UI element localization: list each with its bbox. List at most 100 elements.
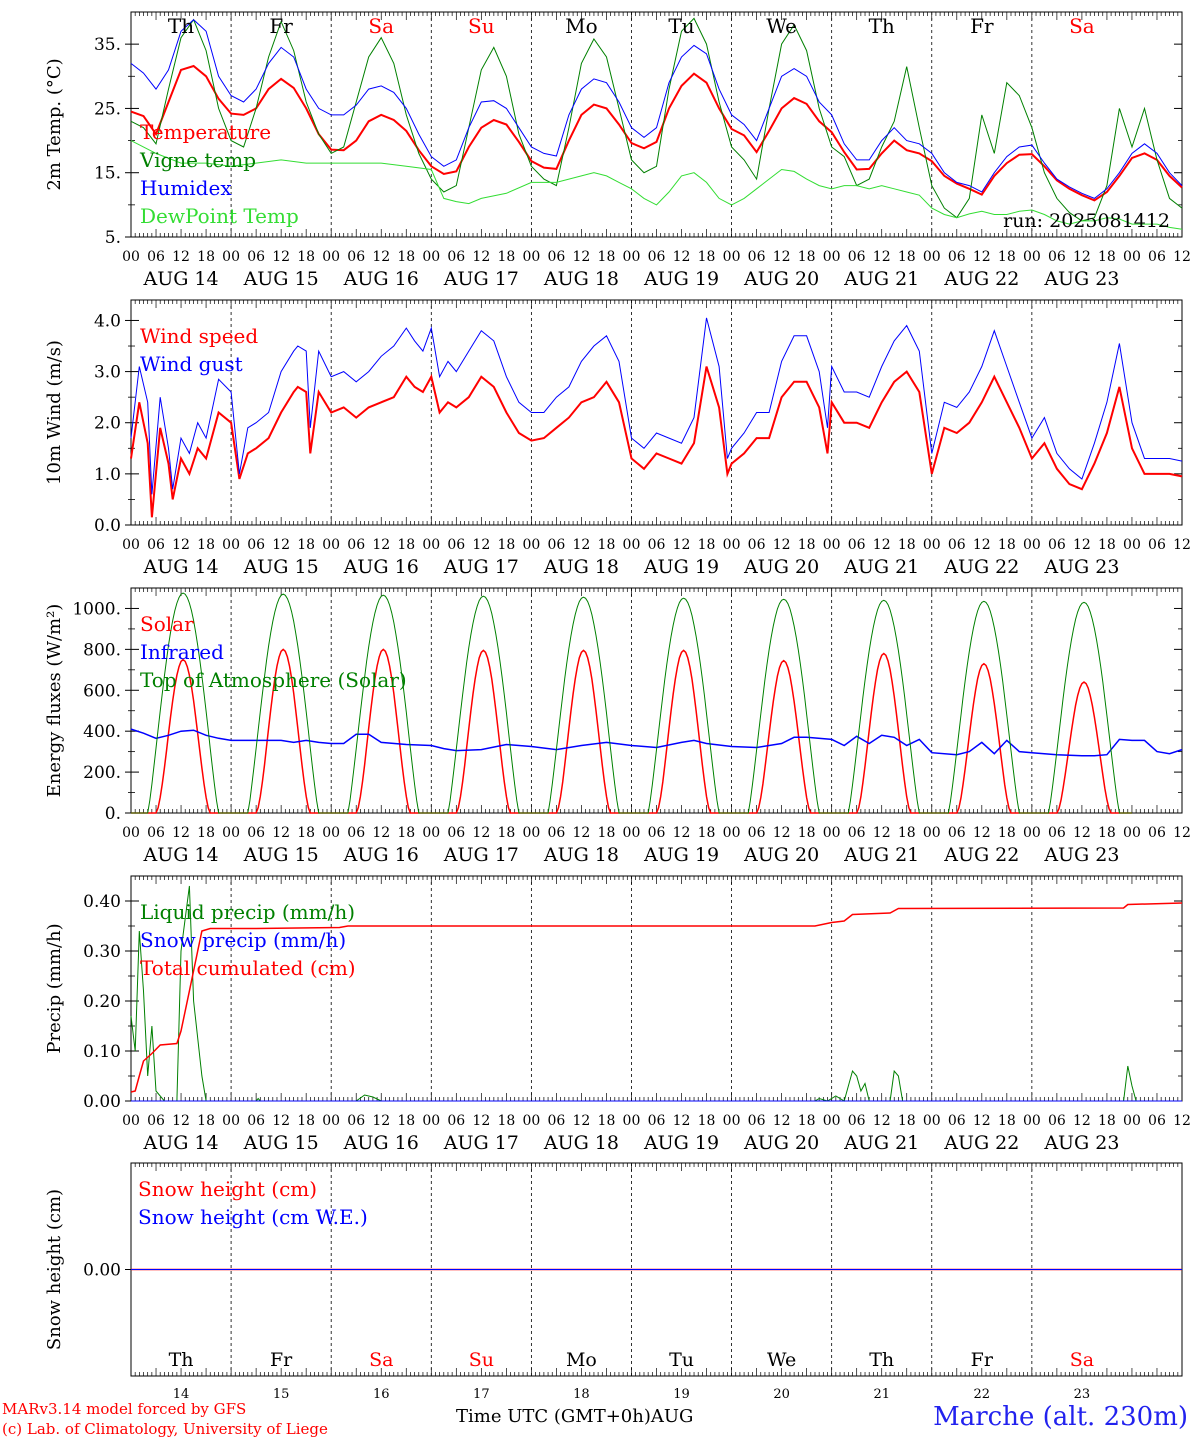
run-label: run: 2025081412 [1003, 210, 1170, 232]
hour-tick-label: 06 [447, 249, 465, 265]
series-line [131, 592, 1132, 814]
hour-tick-label: 00 [923, 1113, 941, 1129]
y-tick-label: 4.0 [94, 311, 121, 331]
y-tick-label: 600. [83, 681, 121, 701]
date-label: AUG 15 [243, 556, 319, 578]
hour-tick-label: 00 [522, 1113, 540, 1129]
y-tick-label: 0.00 [83, 1261, 121, 1281]
date-label: AUG 23 [1043, 268, 1119, 290]
hour-tick-label: 18 [497, 825, 515, 841]
hour-tick-label: 12 [272, 249, 290, 265]
day-number-label: 20 [773, 1387, 790, 1402]
y-axis-label: 10m Wind (m/s) [44, 340, 65, 485]
hour-tick-label: 18 [197, 537, 215, 553]
hour-tick-label: 00 [723, 249, 741, 265]
hour-tick-label: 00 [422, 249, 440, 265]
hour-tick-label: 12 [873, 537, 891, 553]
hour-tick-label: 00 [322, 1113, 340, 1129]
day-number-label: 14 [173, 1387, 190, 1402]
day-abbr-label: Th [869, 1349, 894, 1371]
hour-tick-label: 18 [197, 825, 215, 841]
hour-tick-label: 12 [272, 825, 290, 841]
hour-tick-label: 12 [873, 249, 891, 265]
hour-tick-label: 12 [873, 1113, 891, 1129]
hour-tick-label: 00 [522, 537, 540, 553]
day-abbr-label: Fr [269, 14, 293, 38]
hour-tick-label: 00 [623, 825, 641, 841]
day-abbr-label: Mo [566, 1349, 597, 1371]
day-abbr-label: Tu [668, 14, 694, 38]
hour-tick-label: 06 [748, 249, 766, 265]
hour-tick-label: 18 [397, 1113, 415, 1129]
date-label: AUG 23 [1043, 556, 1119, 578]
date-label: AUG 19 [643, 1132, 719, 1154]
hour-tick-label: 00 [823, 249, 841, 265]
hour-tick-label: 06 [447, 537, 465, 553]
hour-tick-label: 00 [823, 537, 841, 553]
x-axis-title-text: Time UTC (GMT+0h) [456, 1406, 651, 1427]
hour-tick-label: 06 [948, 825, 966, 841]
hour-tick-label: 18 [297, 1113, 315, 1129]
hour-tick-label: 18 [698, 1113, 716, 1129]
date-label: AUG 15 [243, 1132, 319, 1154]
x-axis-title: Time UTC (GMT+0h)AUG [456, 1406, 693, 1427]
hour-tick-label: 00 [923, 825, 941, 841]
day-abbr-label: Mo [565, 14, 598, 38]
date-label: AUG 16 [343, 556, 419, 578]
legend-entry: Temperature [140, 120, 271, 144]
hour-tick-label: 12 [573, 537, 591, 553]
date-label: AUG 20 [743, 556, 819, 578]
hour-tick-label: 18 [1098, 249, 1116, 265]
date-label: AUG 17 [443, 844, 519, 866]
hour-tick-label: 12 [172, 249, 190, 265]
hour-tick-label: 06 [547, 1113, 565, 1129]
day-number-label: 19 [673, 1387, 690, 1402]
hour-tick-label: 06 [748, 1113, 766, 1129]
hour-tick-label: 00 [923, 537, 941, 553]
hour-tick-label: 12 [973, 1113, 991, 1129]
date-label: AUG 18 [543, 556, 619, 578]
hour-tick-label: 18 [598, 1113, 616, 1129]
series-line [130, 728, 1183, 757]
legend-entry: Snow precip (mm/h) [140, 928, 346, 952]
legend-entry: Total cumulated (cm) [140, 956, 356, 980]
hour-tick-label: 12 [472, 1113, 490, 1129]
hour-tick-label: 06 [648, 249, 666, 265]
hour-tick-label: 12 [1173, 537, 1191, 553]
hour-tick-label: 12 [372, 537, 390, 553]
date-label: AUG 21 [843, 556, 919, 578]
hour-tick-label: 18 [998, 537, 1016, 553]
panel-temp [125, 11, 1183, 238]
y-tick-label: 0. [105, 804, 121, 824]
panel-frame [130, 587, 1183, 814]
date-label: AUG 16 [343, 844, 419, 866]
legend-entry: Snow height (cm) [138, 1177, 317, 1201]
hour-tick-label: 12 [673, 1113, 691, 1129]
series-line [130, 902, 1183, 1093]
hour-tick-label: 00 [322, 249, 340, 265]
hour-tick-label: 00 [1123, 1113, 1141, 1129]
date-label: AUG 19 [643, 268, 719, 290]
hour-tick-label: 00 [122, 249, 140, 265]
hour-tick-label: 18 [898, 249, 916, 265]
hour-tick-label: 00 [322, 825, 340, 841]
model-credit: MARv3.14 model forced by GFS [2, 1400, 247, 1418]
legend-entry: Solar [140, 612, 194, 636]
hour-tick-label: 12 [673, 825, 691, 841]
date-label: AUG 23 [1043, 844, 1119, 866]
y-tick-label: 0.30 [83, 942, 121, 962]
hour-tick-label: 00 [122, 537, 140, 553]
hour-tick-label: 06 [147, 1113, 165, 1129]
hour-tick-label: 18 [698, 249, 716, 265]
panel-snow [125, 1162, 1183, 1377]
y-tick-label: 15. [94, 164, 121, 184]
hour-tick-label: 06 [247, 825, 265, 841]
hour-tick-label: 00 [522, 825, 540, 841]
y-tick-label: 200. [83, 763, 121, 783]
hour-tick-label: 06 [147, 249, 165, 265]
hour-tick-label: 18 [698, 825, 716, 841]
hour-tick-label: 12 [773, 1113, 791, 1129]
hour-tick-label: 06 [447, 1113, 465, 1129]
station-location: Marche (alt. 230m) [933, 1402, 1188, 1432]
date-label: AUG 18 [543, 1132, 619, 1154]
